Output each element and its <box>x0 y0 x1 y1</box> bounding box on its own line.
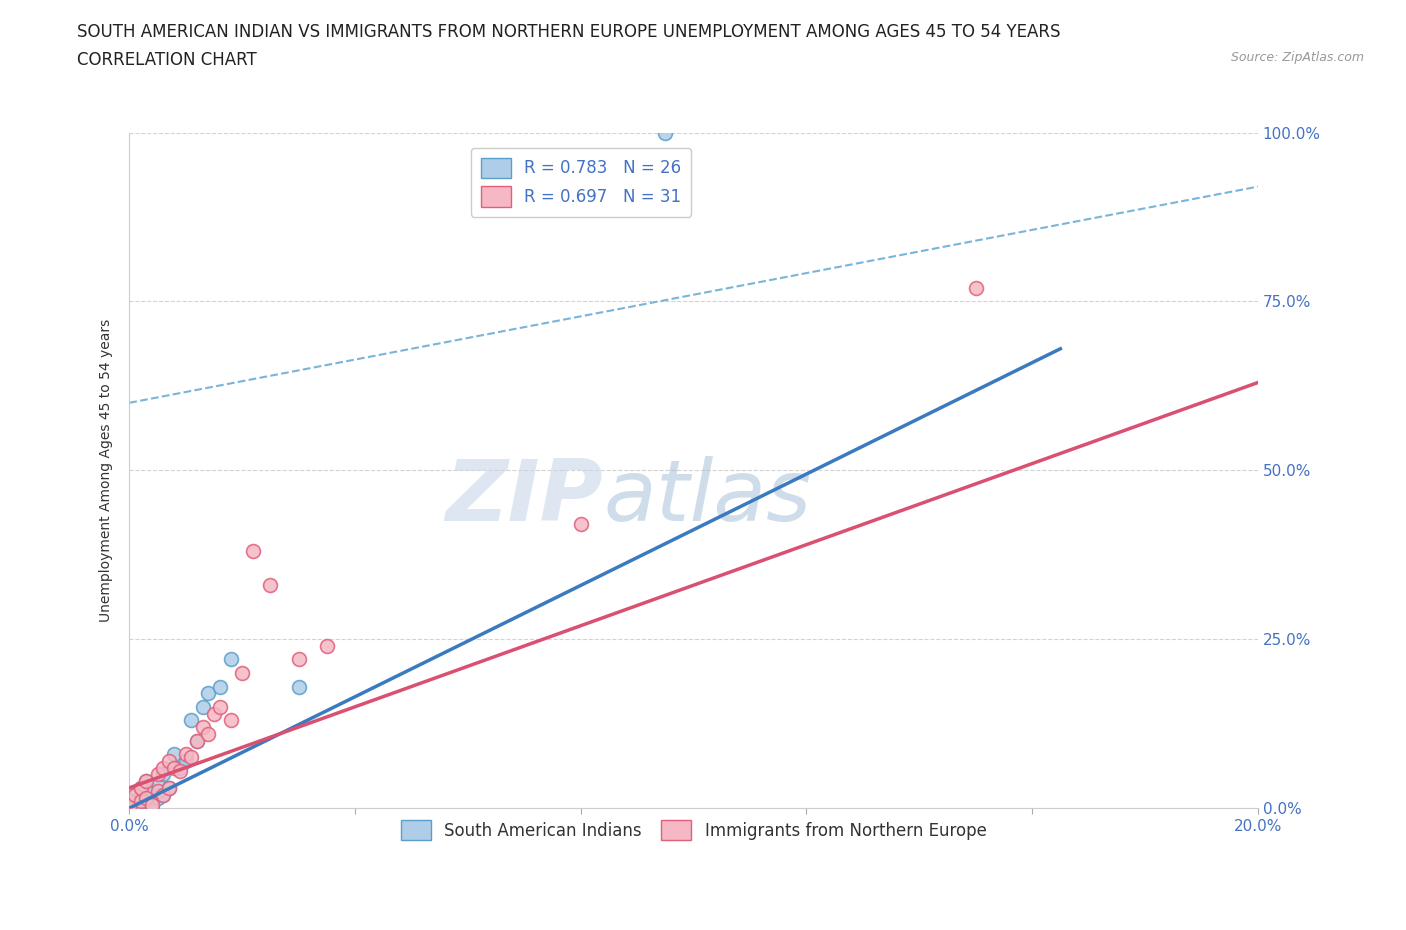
Point <box>118 801 141 816</box>
Point <box>146 784 169 799</box>
Point <box>157 780 180 795</box>
Point <box>146 777 169 792</box>
Point <box>152 787 174 802</box>
Point <box>197 726 219 741</box>
Point <box>287 679 309 694</box>
Point <box>219 652 242 667</box>
Point <box>163 747 186 762</box>
Y-axis label: Unemployment Among Ages 45 to 54 years: Unemployment Among Ages 45 to 54 years <box>100 319 114 622</box>
Point <box>118 794 141 809</box>
Point <box>135 794 157 809</box>
Point <box>146 790 169 805</box>
Point <box>129 780 152 795</box>
Point <box>152 760 174 775</box>
Point <box>135 790 157 805</box>
Point <box>163 760 186 775</box>
Point <box>141 797 163 812</box>
Point <box>186 733 208 748</box>
Point <box>191 699 214 714</box>
Text: ZIP: ZIP <box>446 456 603 538</box>
Point <box>141 797 163 812</box>
Point <box>287 652 309 667</box>
Point <box>152 767 174 782</box>
Point <box>152 787 174 802</box>
Point <box>242 544 264 559</box>
Point <box>169 764 191 778</box>
Point <box>208 699 231 714</box>
Point <box>186 733 208 748</box>
Point <box>180 713 202 728</box>
Point <box>135 774 157 789</box>
Text: atlas: atlas <box>603 456 811 538</box>
Point <box>124 787 146 802</box>
Point <box>197 685 219 700</box>
Point <box>231 666 253 681</box>
Point <box>259 578 281 592</box>
Text: CORRELATION CHART: CORRELATION CHART <box>77 51 257 69</box>
Text: SOUTH AMERICAN INDIAN VS IMMIGRANTS FROM NORTHERN EUROPE UNEMPLOYMENT AMONG AGES: SOUTH AMERICAN INDIAN VS IMMIGRANTS FROM… <box>77 23 1062 41</box>
Point <box>157 780 180 795</box>
Point <box>569 517 592 532</box>
Legend: South American Indians, Immigrants from Northern Europe: South American Indians, Immigrants from … <box>394 814 993 847</box>
Point <box>129 780 152 795</box>
Text: Source: ZipAtlas.com: Source: ZipAtlas.com <box>1230 51 1364 64</box>
Point <box>174 753 197 768</box>
Point <box>146 767 169 782</box>
Point <box>129 794 152 809</box>
Point <box>135 774 157 789</box>
Point <box>141 784 163 799</box>
Point <box>174 747 197 762</box>
Point <box>315 639 337 654</box>
Point <box>118 794 141 809</box>
Point <box>157 753 180 768</box>
Point <box>118 801 141 816</box>
Point <box>202 706 225 721</box>
Point <box>124 787 146 802</box>
Point <box>124 797 146 812</box>
Point <box>129 790 152 805</box>
Point <box>191 720 214 735</box>
Point <box>219 713 242 728</box>
Point <box>208 679 231 694</box>
Point <box>965 281 987 296</box>
Point <box>180 750 202 764</box>
Point <box>654 126 676 140</box>
Point <box>169 760 191 775</box>
